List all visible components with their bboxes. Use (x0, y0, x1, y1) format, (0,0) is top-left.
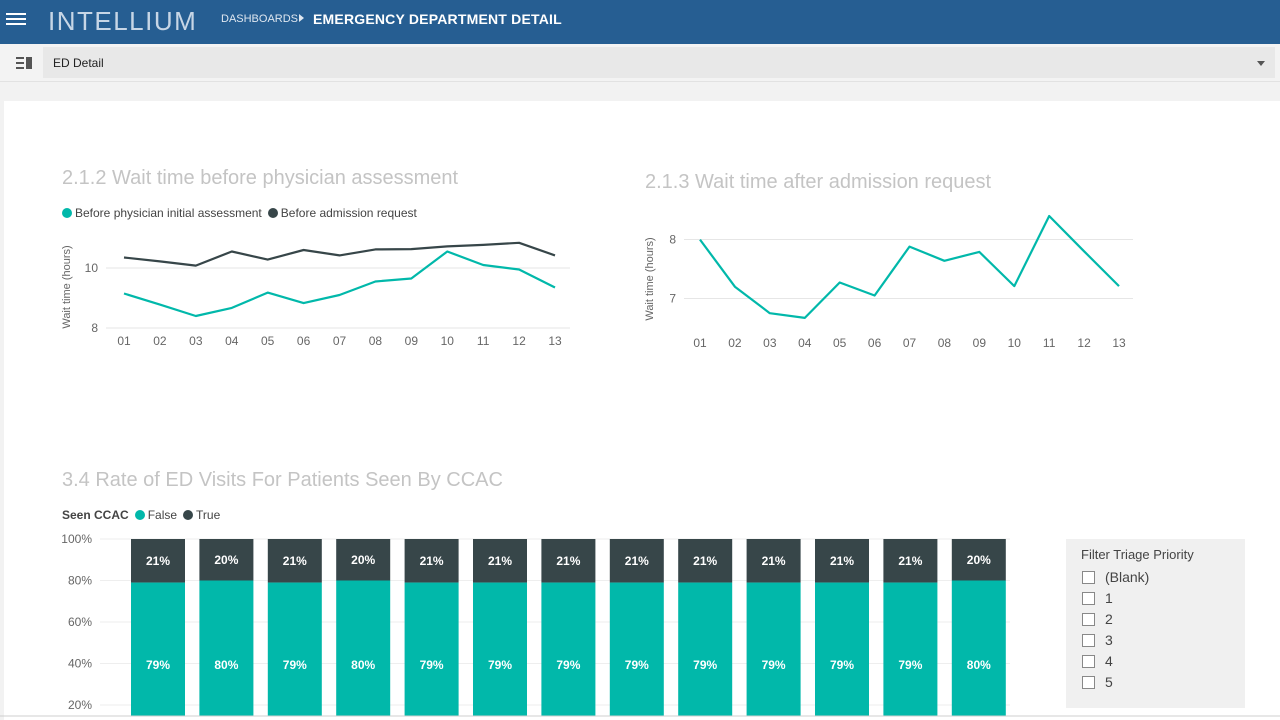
legend-dot-icon (62, 208, 72, 218)
legend-label: True (196, 508, 221, 522)
pages-list-icon[interactable] (16, 57, 32, 69)
checkbox-icon[interactable] (1082, 612, 1095, 626)
legend-dot-icon (267, 208, 278, 218)
slicer-option[interactable]: (Blank) (1082, 568, 1149, 586)
legend-label: Before physician initial assessment (75, 206, 262, 220)
legend-item-admission[interactable]: Before admission request (267, 206, 417, 220)
legend-dot-icon (134, 510, 145, 520)
legend-title: Seen CCAC (62, 508, 129, 522)
legend-label: False (147, 508, 178, 522)
breadcrumb-dashboards[interactable]: DASHBOARDS (221, 13, 299, 25)
brand-logo[interactable]: INTELLIUM (48, 6, 198, 36)
chart3-legend: Seen CCAC False True (62, 508, 226, 522)
slicer-option[interactable]: 5 (1082, 673, 1113, 691)
legend-item-physician[interactable]: Before physician initial assessment (62, 206, 262, 220)
legend-dot-icon (183, 510, 194, 520)
page-selector-bar: ED Detail (0, 44, 1280, 82)
chart1-title: 2.1.2 Wait time before physician assessm… (62, 167, 459, 189)
slicer-option[interactable]: 1 (1082, 589, 1113, 607)
checkbox-icon[interactable] (1082, 570, 1095, 584)
top-bar: INTELLIUM DASHBOARDS EMERGENCY DEPARTMEN… (0, 0, 1280, 44)
filter-triage-priority: Filter Triage Priority (Blank) 1 2 3 4 5 (1066, 539, 1245, 708)
page-dropdown[interactable]: ED Detail (43, 47, 1275, 78)
slicer-option[interactable]: 2 (1082, 610, 1113, 628)
chart1-legend: Before physician initial assessment Befo… (62, 206, 423, 220)
legend-item-true[interactable]: True (183, 508, 220, 522)
checkbox-icon[interactable] (1082, 633, 1095, 647)
hamburger-menu-icon[interactable] (6, 10, 26, 30)
checkbox-icon[interactable] (1082, 675, 1095, 689)
chevron-down-icon (1257, 61, 1265, 66)
legend-label: Before admission request (280, 206, 417, 220)
slicer-option[interactable]: 4 (1082, 652, 1113, 670)
checkbox-icon[interactable] (1082, 591, 1095, 605)
checkbox-icon[interactable] (1082, 654, 1095, 668)
slicer-title: Filter Triage Priority (1081, 547, 1194, 562)
chevron-right-icon (299, 14, 304, 22)
slicer-option[interactable]: 3 (1082, 631, 1113, 649)
page-dropdown-value: ED Detail (53, 56, 104, 70)
page-title: EMERGENCY DEPARTMENT DETAIL (313, 11, 562, 27)
chart3-title: 3.4 Rate of ED Visits For Patients Seen … (62, 469, 503, 491)
chart2-title: 2.1.3 Wait time after admission request (645, 171, 992, 193)
legend-item-false[interactable]: False (134, 508, 178, 522)
